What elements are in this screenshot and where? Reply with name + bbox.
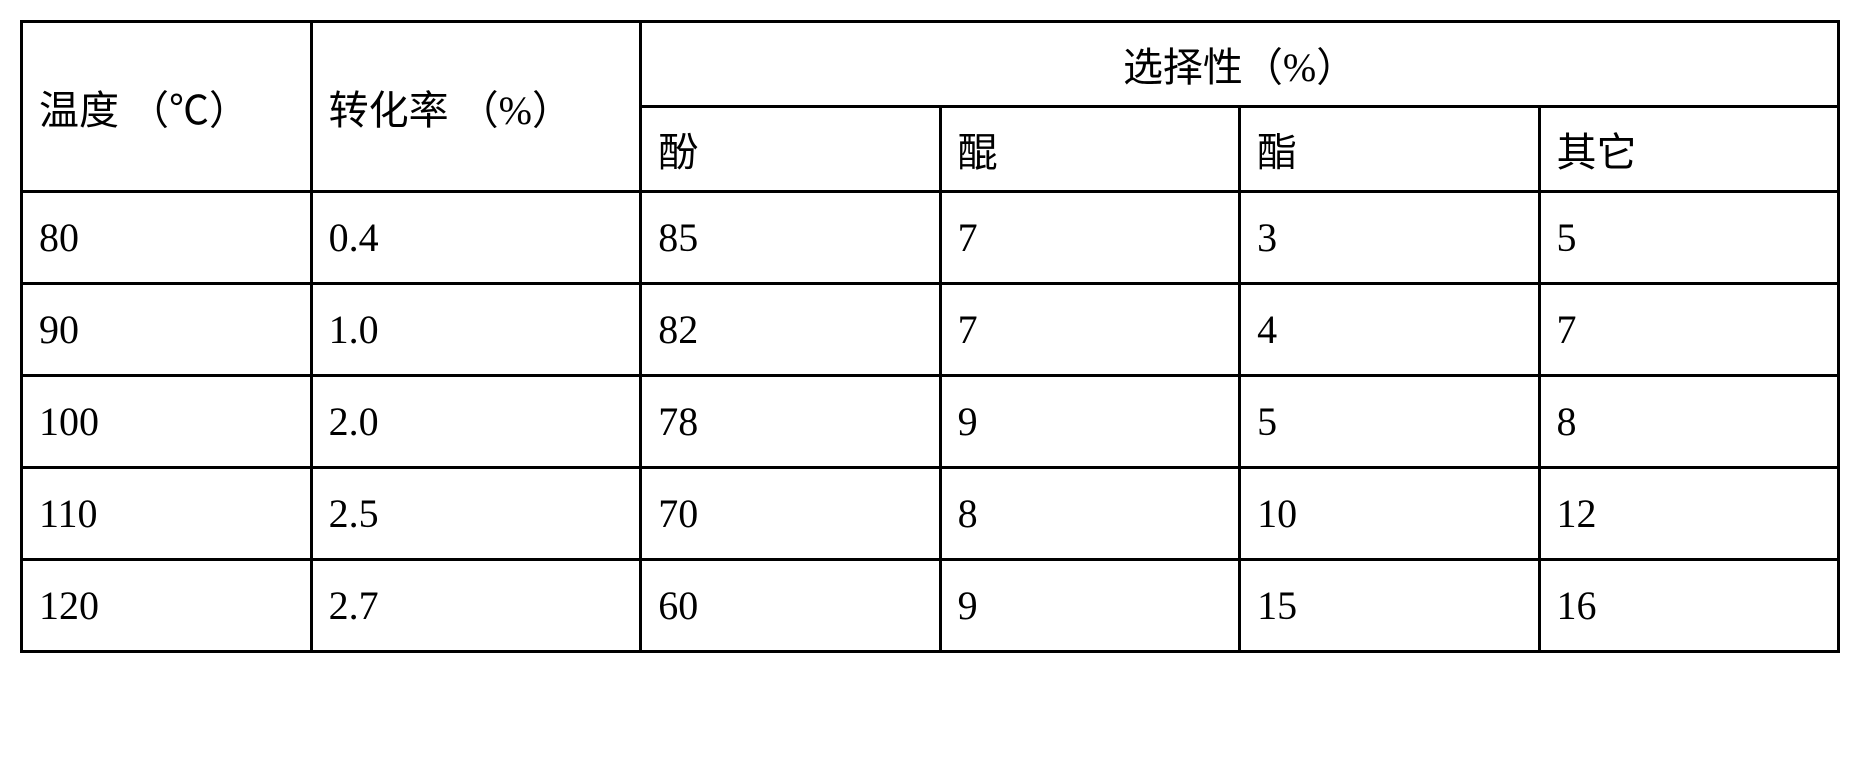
cell-temp: 120 <box>22 560 312 652</box>
cell-other: 7 <box>1539 284 1838 376</box>
cell-other: 12 <box>1539 468 1838 560</box>
cell-ester: 4 <box>1240 284 1539 376</box>
cell-ester: 10 <box>1240 468 1539 560</box>
cell-temp: 110 <box>22 468 312 560</box>
cell-conv: 1.0 <box>311 284 641 376</box>
cell-conv: 2.7 <box>311 560 641 652</box>
cell-quinone: 9 <box>940 376 1239 468</box>
subheader-other: 其它 <box>1539 107 1838 192</box>
cell-other: 8 <box>1539 376 1838 468</box>
table-row: 80 0.4 85 7 3 5 <box>22 192 1839 284</box>
cell-quinone: 7 <box>940 284 1239 376</box>
cell-quinone: 7 <box>940 192 1239 284</box>
data-table: 温度 （℃） 转化率 （%） 选择性（%） 酚 醌 酯 其它 80 0.4 85… <box>20 20 1840 653</box>
cell-other: 16 <box>1539 560 1838 652</box>
table-row: 100 2.0 78 9 5 8 <box>22 376 1839 468</box>
header-temperature: 温度 （℃） <box>22 22 312 192</box>
cell-other: 5 <box>1539 192 1838 284</box>
cell-quinone: 9 <box>940 560 1239 652</box>
cell-phenol: 70 <box>641 468 940 560</box>
cell-phenol: 78 <box>641 376 940 468</box>
cell-conv: 2.5 <box>311 468 641 560</box>
cell-conv: 0.4 <box>311 192 641 284</box>
cell-ester: 5 <box>1240 376 1539 468</box>
table-row: 90 1.0 82 7 4 7 <box>22 284 1839 376</box>
cell-temp: 80 <box>22 192 312 284</box>
cell-phenol: 85 <box>641 192 940 284</box>
header-row-1: 温度 （℃） 转化率 （%） 选择性（%） <box>22 22 1839 107</box>
subheader-quinone: 醌 <box>940 107 1239 192</box>
subheader-ester: 酯 <box>1240 107 1539 192</box>
cell-ester: 15 <box>1240 560 1539 652</box>
table-row: 120 2.7 60 9 15 16 <box>22 560 1839 652</box>
cell-temp: 90 <box>22 284 312 376</box>
table-body: 80 0.4 85 7 3 5 90 1.0 82 7 4 7 100 2.0 … <box>22 192 1839 652</box>
header-conversion: 转化率 （%） <box>311 22 641 192</box>
table-row: 110 2.5 70 8 10 12 <box>22 468 1839 560</box>
cell-phenol: 60 <box>641 560 940 652</box>
cell-phenol: 82 <box>641 284 940 376</box>
subheader-phenol: 酚 <box>641 107 940 192</box>
header-selectivity-group: 选择性（%） <box>641 22 1839 107</box>
cell-conv: 2.0 <box>311 376 641 468</box>
cell-temp: 100 <box>22 376 312 468</box>
cell-ester: 3 <box>1240 192 1539 284</box>
cell-quinone: 8 <box>940 468 1239 560</box>
